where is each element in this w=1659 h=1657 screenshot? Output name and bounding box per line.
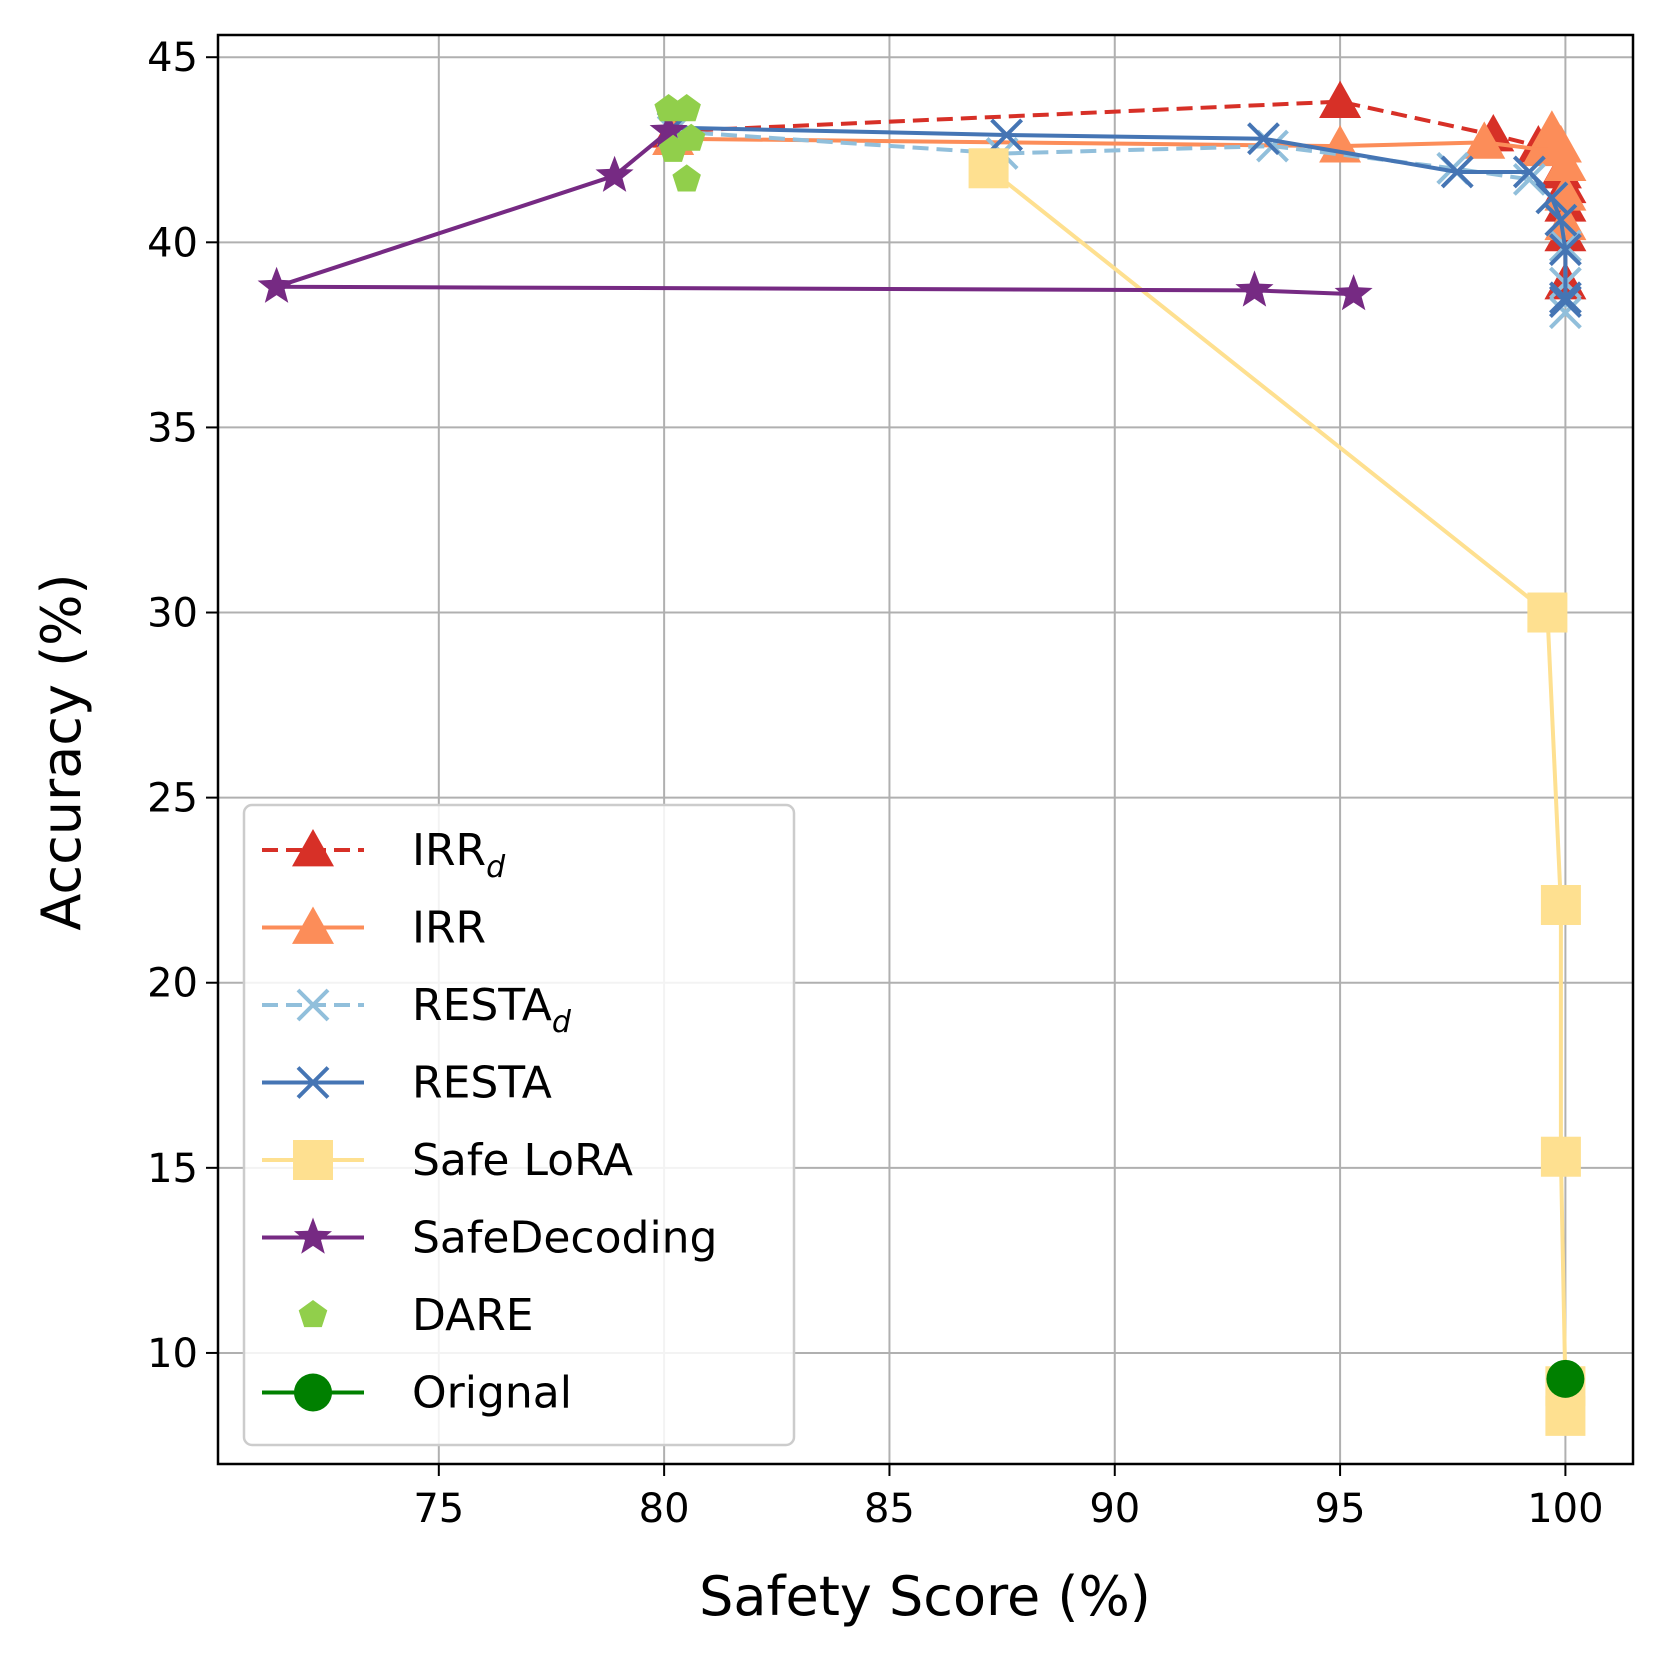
legend-marker	[296, 988, 330, 1022]
data-point	[1247, 122, 1280, 156]
y-tick-label: 25	[147, 776, 198, 822]
data-point	[1548, 233, 1582, 267]
series-safedecoding	[257, 111, 1373, 311]
series-dare	[654, 94, 706, 192]
legend-marker	[294, 1217, 332, 1254]
legend-label-subscript: d	[552, 1005, 572, 1040]
data-point	[1548, 281, 1582, 315]
legend-marker	[298, 1300, 328, 1328]
data-point	[1463, 121, 1506, 159]
x-tick-label: 100	[1527, 1486, 1603, 1532]
legend-label-subscript: d	[486, 850, 506, 885]
series-layer	[257, 80, 1587, 1436]
data-point	[1512, 162, 1546, 196]
legend-entry-dare: DARE	[298, 1290, 534, 1341]
legend-marker	[292, 906, 334, 944]
data-point	[1527, 592, 1568, 633]
legend-label: DARE	[412, 1290, 534, 1341]
legend-entry-safedecoding: SafeDecoding	[262, 1213, 718, 1264]
y-tick-label: 15	[147, 1146, 198, 1192]
legend-label: RESTAd	[412, 980, 572, 1040]
legend-marker	[296, 1066, 330, 1099]
data-point	[1440, 155, 1474, 189]
legend-label: Safe LoRA	[412, 1135, 633, 1186]
data-point	[649, 111, 688, 148]
y-tick-label: 40	[147, 220, 198, 266]
data-point	[1544, 202, 1587, 241]
legend-entry-resta-d: RESTAd	[262, 980, 572, 1040]
data-point	[1544, 203, 1578, 237]
y-tick-label: 45	[147, 35, 198, 81]
data-point	[1545, 1395, 1586, 1436]
series-orignal	[1546, 1359, 1585, 1398]
data-point	[968, 148, 1009, 189]
x-tick-label: 95	[1315, 1486, 1366, 1532]
y-tick-label: 30	[147, 591, 198, 637]
data-point	[990, 118, 1024, 152]
legend-box	[242, 803, 796, 1447]
y-tick-label: 10	[147, 1331, 198, 1377]
y-axis-label: Accuracy (%)	[30, 573, 93, 930]
legend-label: IRR	[412, 903, 486, 954]
series-resta	[656, 111, 1582, 318]
data-point	[676, 123, 706, 151]
x-tick-label: 80	[639, 1486, 690, 1532]
legend-label: RESTA	[412, 1058, 552, 1109]
data-point	[672, 94, 701, 122]
y-tick-label: 20	[147, 961, 198, 1007]
legend-marker	[293, 1140, 333, 1180]
x-tick-label: 90	[1089, 1486, 1140, 1532]
legend-entry-resta: RESTA	[262, 1058, 552, 1109]
data-point	[1546, 1359, 1585, 1398]
legend-marker	[294, 1373, 332, 1412]
data-point	[1535, 181, 1569, 215]
data-point	[1540, 884, 1581, 925]
data-point	[1334, 274, 1373, 311]
data-point	[1544, 143, 1587, 181]
legend-entry-irr: IRR	[262, 903, 486, 954]
data-point	[1319, 80, 1362, 119]
legend-entry-orignal: Orignal	[262, 1368, 572, 1419]
data-point	[672, 164, 701, 192]
x-tick-label: 85	[864, 1486, 915, 1532]
plot-frame	[216, 33, 1635, 1466]
data-point	[1548, 285, 1582, 318]
data-point	[1540, 1136, 1581, 1177]
x-tick-label: 75	[413, 1486, 464, 1532]
data-point	[1548, 296, 1582, 330]
legend-label: SafeDecoding	[412, 1213, 718, 1264]
data-point	[1512, 155, 1546, 189]
legend-marker	[292, 829, 334, 867]
data-point	[257, 266, 296, 303]
x-axis-label: Safety Score (%)	[699, 1565, 1151, 1628]
data-point	[1235, 270, 1274, 307]
y-tick-label: 35	[147, 405, 198, 451]
data-point	[595, 155, 634, 192]
axis-ticks: 75 80 85 90 95 100 10 15 20 25 30 35 40 45	[147, 35, 1603, 1532]
legend-entry-safe-lora: Safe LoRA	[262, 1135, 633, 1186]
data-point	[1539, 125, 1582, 163]
legend-label: Orignal	[412, 1368, 572, 1419]
